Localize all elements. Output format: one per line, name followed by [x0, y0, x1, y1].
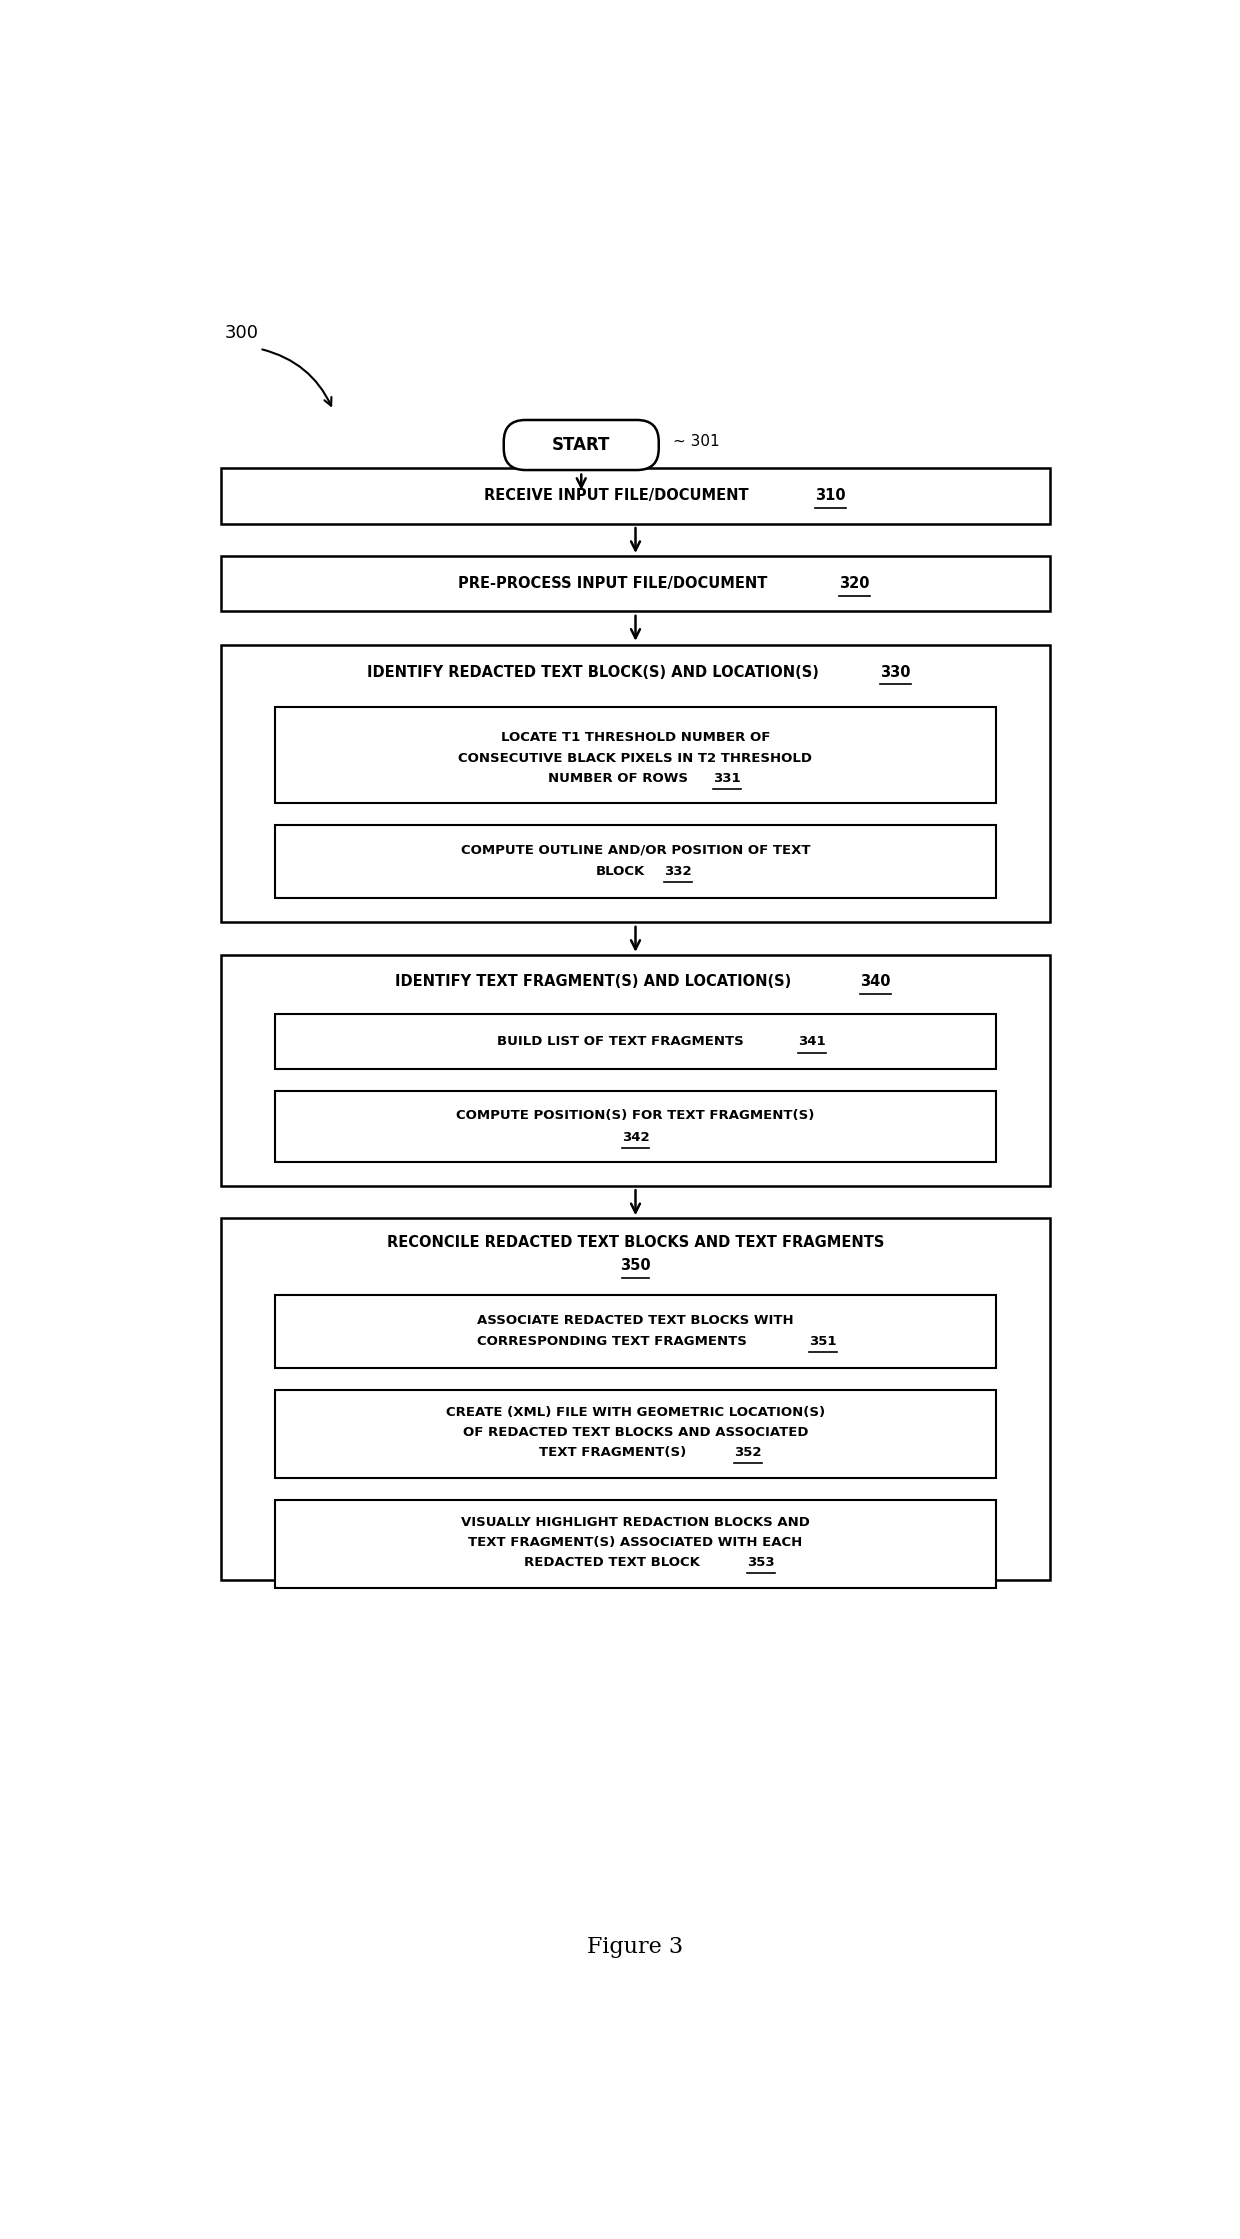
Text: IDENTIFY REDACTED TEXT BLOCK(S) AND LOCATION(S): IDENTIFY REDACTED TEXT BLOCK(S) AND LOCA… [367, 665, 818, 681]
Text: 320: 320 [838, 575, 869, 591]
Text: 353: 353 [748, 1556, 775, 1570]
Bar [275, 1014, 996, 1070]
Bar [221, 555, 1050, 611]
Text: COMPUTE POSITION(S) FOR TEXT FRAGMENT(S): COMPUTE POSITION(S) FOR TEXT FRAGMENT(S) [456, 1108, 815, 1122]
Text: ~ 301: ~ 301 [672, 434, 719, 448]
Bar [221, 954, 1050, 1187]
Text: BUILD LIST OF TEXT FRAGMENTS: BUILD LIST OF TEXT FRAGMENTS [497, 1034, 743, 1048]
Text: CONSECUTIVE BLACK PIXELS IN T2 THRESHOLD: CONSECUTIVE BLACK PIXELS IN T2 THRESHOLD [459, 752, 812, 763]
Bar [275, 1090, 996, 1162]
Text: TEXT FRAGMENT(S): TEXT FRAGMENT(S) [538, 1446, 686, 1460]
Text: NUMBER OF ROWS: NUMBER OF ROWS [548, 772, 688, 784]
Text: REDACTED TEXT BLOCK: REDACTED TEXT BLOCK [525, 1556, 701, 1570]
Text: ASSOCIATE REDACTED TEXT BLOCKS WITH: ASSOCIATE REDACTED TEXT BLOCKS WITH [477, 1314, 794, 1328]
Text: BLOCK: BLOCK [595, 864, 645, 878]
Bar [221, 645, 1050, 922]
Text: 310: 310 [816, 488, 846, 504]
Bar [221, 1218, 1050, 1581]
Text: 341: 341 [799, 1034, 826, 1048]
Text: TEXT FRAGMENT(S) ASSOCIATED WITH EACH: TEXT FRAGMENT(S) ASSOCIATED WITH EACH [469, 1536, 802, 1549]
Text: OF REDACTED TEXT BLOCKS AND ASSOCIATED: OF REDACTED TEXT BLOCKS AND ASSOCIATED [463, 1426, 808, 1440]
Text: COMPUTE OUTLINE AND/OR POSITION OF TEXT: COMPUTE OUTLINE AND/OR POSITION OF TEXT [461, 844, 810, 855]
Text: 331: 331 [713, 772, 740, 784]
FancyBboxPatch shape [503, 421, 658, 470]
Text: IDENTIFY TEXT FRAGMENT(S) AND LOCATION(S): IDENTIFY TEXT FRAGMENT(S) AND LOCATION(S… [394, 974, 791, 990]
Text: 332: 332 [665, 864, 692, 878]
Text: PRE-PROCESS INPUT FILE/DOCUMENT: PRE-PROCESS INPUT FILE/DOCUMENT [458, 575, 766, 591]
Bar [275, 1294, 996, 1368]
Text: CREATE (XML) FILE WITH GEOMETRIC LOCATION(S): CREATE (XML) FILE WITH GEOMETRIC LOCATIO… [446, 1406, 825, 1420]
Text: CORRESPONDING TEXT FRAGMENTS: CORRESPONDING TEXT FRAGMENTS [477, 1334, 748, 1348]
Bar [275, 708, 996, 804]
Text: RECONCILE REDACTED TEXT BLOCKS AND TEXT FRAGMENTS: RECONCILE REDACTED TEXT BLOCKS AND TEXT … [387, 1236, 884, 1249]
Text: 350: 350 [620, 1258, 651, 1274]
Text: START: START [552, 437, 610, 455]
Text: 330: 330 [880, 665, 910, 681]
Text: 352: 352 [734, 1446, 761, 1460]
Text: 351: 351 [810, 1334, 837, 1348]
Text: LOCATE T1 THRESHOLD NUMBER OF: LOCATE T1 THRESHOLD NUMBER OF [501, 732, 770, 746]
Text: 342: 342 [621, 1131, 650, 1144]
Text: 340: 340 [861, 974, 892, 990]
Bar [275, 1390, 996, 1478]
Text: VISUALLY HIGHLIGHT REDACTION BLOCKS AND: VISUALLY HIGHLIGHT REDACTION BLOCKS AND [461, 1516, 810, 1529]
Text: 300: 300 [224, 325, 259, 343]
Bar [275, 824, 996, 898]
Bar [275, 1500, 996, 1587]
Text: RECEIVE INPUT FILE/DOCUMENT: RECEIVE INPUT FILE/DOCUMENT [484, 488, 749, 504]
Text: Figure 3: Figure 3 [588, 1934, 683, 1957]
Bar [221, 468, 1050, 524]
